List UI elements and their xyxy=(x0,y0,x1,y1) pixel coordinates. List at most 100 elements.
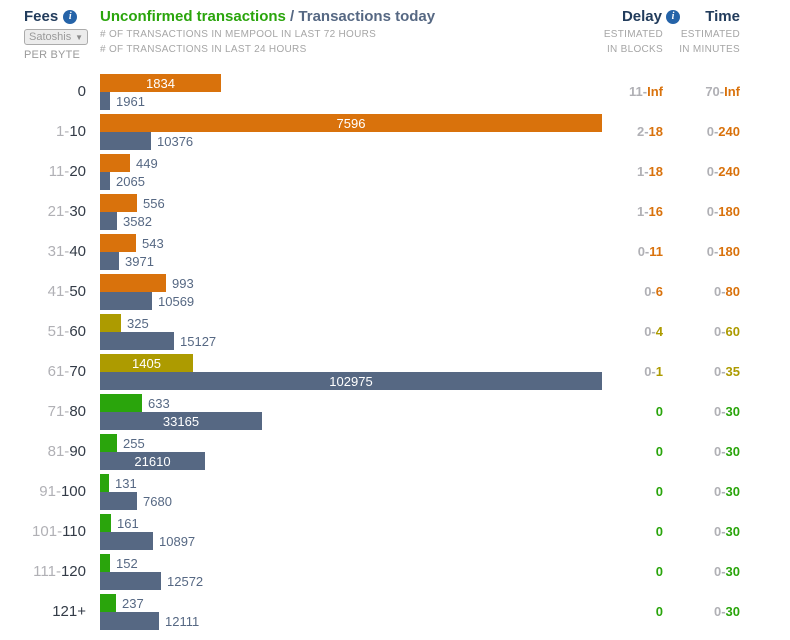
chart-title-block: Unconfirmed transactions / Transactions … xyxy=(100,8,602,61)
bar-group: 325 15127 xyxy=(100,314,602,350)
bar-value: 1405 xyxy=(132,355,161,371)
bar-value: 993 xyxy=(172,275,194,291)
fee-row: 121+ 237 12111 0 0-30 xyxy=(0,594,740,630)
delay-value: 0-4 xyxy=(644,324,663,339)
fee-range-label: 81-90 xyxy=(47,443,86,460)
fees-info-icon[interactable]: i xyxy=(63,9,78,24)
unconfirmed-bar xyxy=(100,274,166,292)
delay-sub-blocks: IN BLOCKS xyxy=(606,44,663,55)
bar-line: 152 xyxy=(100,554,602,572)
fee-row: 21-30 556 3582 1-16 0-180 xyxy=(0,194,740,230)
bar-line: 15127 xyxy=(100,332,602,350)
fee-row: 91-100 131 7680 0 0-30 xyxy=(0,474,740,510)
bar-value: 1961 xyxy=(116,93,145,109)
bar-line: 12572 xyxy=(100,572,602,590)
unconfirmed-bar xyxy=(100,474,109,492)
time-sub-minutes: IN MINUTES xyxy=(679,44,740,55)
bar-value: 1834 xyxy=(146,75,175,91)
chart-header: Fees i Satoshis ▼ PER BYTE Unconfirmed t… xyxy=(0,8,740,61)
today-bar: 33165 xyxy=(100,412,262,430)
bar-value: 12572 xyxy=(167,573,204,589)
fee-range-label: 51-60 xyxy=(47,323,86,340)
unconfirmed-bar xyxy=(100,154,130,172)
bar-value: 633 xyxy=(148,395,170,411)
fee-row: 0 1834 1961 11-Inf 70-Inf xyxy=(0,74,740,110)
bar-value: 161 xyxy=(117,515,139,531)
bar-group: 7596 10376 xyxy=(100,114,602,150)
delay-value: 0-11 xyxy=(637,244,663,259)
fee-row: 81-90 255 21610 0 0-30 xyxy=(0,434,740,470)
bar-value: 10897 xyxy=(159,533,196,549)
delay-value: 0 xyxy=(655,604,663,619)
delay-value: 0 xyxy=(655,444,663,459)
today-bar xyxy=(100,612,159,630)
bar-value: 449 xyxy=(136,155,158,171)
today-bar xyxy=(100,212,117,230)
time-value: 70-Inf xyxy=(705,84,740,99)
fee-unit-select[interactable]: Satoshis ▼ xyxy=(24,29,88,45)
time-header-block: Time ESTIMATED IN MINUTES xyxy=(663,8,740,61)
bar-line: 33165 xyxy=(100,412,602,430)
delay-value: 0 xyxy=(655,404,663,419)
time-value: 0-30 xyxy=(713,484,740,499)
bar-value: 15127 xyxy=(180,333,217,349)
unconfirmed-bar xyxy=(100,514,111,532)
bar-value: 21610 xyxy=(134,453,171,469)
fee-range-label: 111-120 xyxy=(33,563,86,580)
fee-range-label: 11-20 xyxy=(48,163,86,180)
bar-value: 152 xyxy=(116,555,138,571)
time-value: 0-35 xyxy=(713,364,740,379)
time-value: 0-30 xyxy=(713,564,740,579)
time-value: 0-240 xyxy=(706,124,740,139)
today-bar xyxy=(100,92,110,110)
bar-value: 3582 xyxy=(123,213,152,229)
fee-row: 111-120 152 12572 0 0-30 xyxy=(0,554,740,590)
bar-line: 449 xyxy=(100,154,602,172)
today-bar xyxy=(100,572,161,590)
fee-range-label: 101-110 xyxy=(32,523,86,540)
bar-group: 152 12572 xyxy=(100,554,602,590)
fee-row: 71-80 633 33165 0 0-30 xyxy=(0,394,740,430)
today-bar xyxy=(100,492,137,510)
subtitle-mempool: # OF TRANSACTIONS IN MEMPOOL IN LAST 72 … xyxy=(100,29,377,40)
bar-value: 2065 xyxy=(116,173,145,189)
title-unconfirmed: Unconfirmed transactions xyxy=(100,8,286,25)
fee-range-label: 91-100 xyxy=(39,483,86,500)
today-bar: 102975 xyxy=(100,372,602,390)
time-value: 0-30 xyxy=(713,604,740,619)
title-separator: / xyxy=(285,8,299,25)
bar-group: 161 10897 xyxy=(100,514,602,550)
chart-title: Unconfirmed transactions / Transactions … xyxy=(100,8,602,25)
time-value: 0-30 xyxy=(713,444,740,459)
today-bar xyxy=(100,332,174,350)
time-label: Time xyxy=(705,8,740,25)
today-bar: 21610 xyxy=(100,452,205,470)
bar-value: 10569 xyxy=(158,293,195,309)
fee-row: 1-10 7596 10376 2-18 0-240 xyxy=(0,114,740,150)
unconfirmed-bar: 1405 xyxy=(100,354,193,372)
fees-label: Fees xyxy=(24,8,59,25)
chevron-down-icon: ▼ xyxy=(75,32,83,42)
bar-value: 102975 xyxy=(329,373,373,389)
fee-row: 11-20 449 2065 1-18 0-240 xyxy=(0,154,740,190)
bar-line: 1834 xyxy=(100,74,602,92)
bar-line: 12111 xyxy=(100,612,602,630)
delay-value: 0-6 xyxy=(644,284,663,299)
bar-group: 237 12111 xyxy=(100,594,602,630)
today-bar xyxy=(100,132,151,150)
bar-line: 237 xyxy=(100,594,602,612)
delay-info-icon[interactable]: i xyxy=(666,9,680,24)
bar-value: 325 xyxy=(127,315,149,331)
bar-line: 325 xyxy=(100,314,602,332)
fee-range-label: 61-70 xyxy=(47,363,86,380)
bar-value: 12111 xyxy=(165,613,200,629)
unconfirmed-bar xyxy=(100,194,137,212)
delay-value: 0 xyxy=(655,524,663,539)
bar-group: 556 3582 xyxy=(100,194,602,230)
bar-value: 131 xyxy=(115,475,137,491)
fee-row: 61-70 1405 102975 0-1 0-35 xyxy=(0,354,740,390)
bar-line: 255 xyxy=(100,434,602,452)
bar-group: 543 3971 xyxy=(100,234,602,270)
delay-value: 11-Inf xyxy=(629,84,663,99)
